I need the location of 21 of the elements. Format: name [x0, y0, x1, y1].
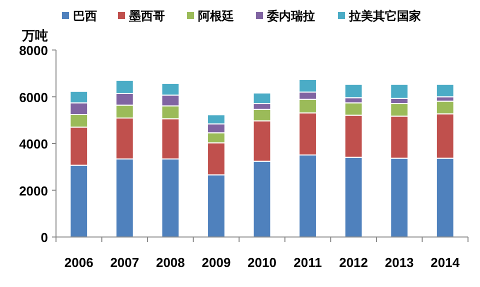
legend-label: 墨西哥: [128, 9, 165, 23]
x-tick-label: 2013: [384, 255, 414, 270]
y-axis-title: 万吨: [21, 28, 48, 43]
x-tick-label: 2007: [110, 255, 140, 270]
x-tick-label: 2014: [430, 255, 460, 270]
bar: [436, 84, 454, 98]
y-tick-label: 6000: [19, 90, 48, 105]
x-tick-label: 2008: [156, 255, 185, 270]
x-tick-label: 2009: [202, 255, 231, 270]
legend-label: 阿根廷: [198, 9, 234, 23]
y-tick-label: 8000: [19, 43, 48, 58]
x-tick-label: 2010: [248, 255, 276, 270]
legend-label: 巴西: [73, 9, 97, 23]
x-tick-label: 2006: [64, 255, 94, 270]
y-tick-label: 4000: [19, 136, 48, 152]
x-tick-label: 2011: [294, 255, 322, 270]
y-tick-label: 0: [40, 230, 48, 245]
legend-label: 委内瑞拉: [266, 9, 315, 23]
x-tick-label: 2012: [339, 255, 368, 270]
y-tick-label: 2000: [19, 183, 48, 198]
legend-label: 拉美其它国家: [348, 9, 421, 23]
